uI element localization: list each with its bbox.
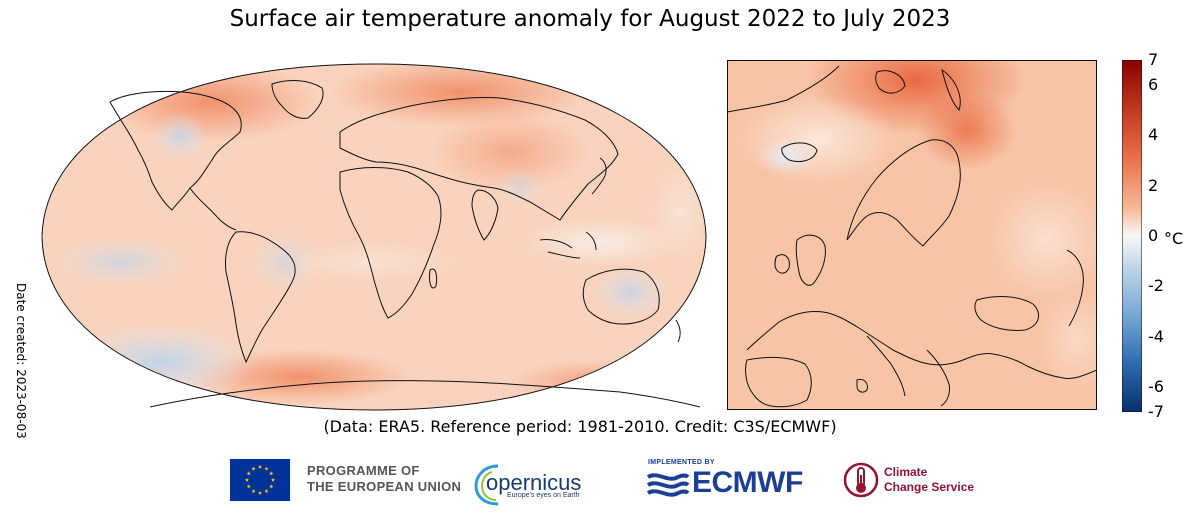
colorbar-tick-label: 2 bbox=[1148, 175, 1159, 195]
c3s-text: Climate Change Service bbox=[884, 465, 974, 495]
colorbar-tick-label: -7 bbox=[1148, 402, 1164, 421]
colorbar-tick-label: -4 bbox=[1148, 326, 1164, 346]
colorbar-tick-label: 6 bbox=[1148, 75, 1159, 95]
copernicus-logo-icon bbox=[474, 464, 499, 506]
eu-star bbox=[264, 466, 269, 471]
europe-anomaly-map bbox=[727, 60, 1097, 410]
colorbar-tick-label: -2 bbox=[1148, 276, 1164, 296]
c3s-line-2: Change Service bbox=[884, 480, 975, 494]
colorbar-tick-label: 7 bbox=[1148, 50, 1159, 69]
eu-line-2: THE EUROPEAN UNION bbox=[307, 479, 462, 494]
colorbar-tick-label: 4 bbox=[1148, 125, 1159, 145]
colorbar bbox=[1122, 60, 1142, 412]
chart-title: Surface air temperature anomaly for Augu… bbox=[229, 6, 951, 32]
world-coastlines bbox=[109, 80, 701, 408]
data-credit-caption: (Data: ERA5. Reference period: 1981-2010… bbox=[323, 417, 837, 436]
world-anomaly-field bbox=[42, 64, 706, 410]
eu-star bbox=[251, 466, 256, 471]
date-created: Date created: 2023-08-03 bbox=[14, 283, 28, 439]
colorbar-tick-label: 0 bbox=[1148, 226, 1159, 245]
europe-map-frame bbox=[727, 60, 1097, 410]
eu-line-1: PROGRAMME OF bbox=[307, 463, 420, 478]
eu-star bbox=[257, 464, 263, 469]
eu-star bbox=[269, 484, 274, 489]
colorbar-unit: °C bbox=[1164, 229, 1184, 248]
partner-logos: PROGRAMME OF THE EUROPEAN UNION opernicu… bbox=[0, 450, 1200, 510]
c3s-line-1: Climate bbox=[884, 465, 928, 479]
eu-star bbox=[257, 490, 263, 495]
ecmwf-implemented-by: IMPLEMENTED BY bbox=[648, 459, 715, 466]
eu-star bbox=[269, 471, 274, 476]
eu-star bbox=[246, 484, 251, 489]
copernicus-tagline: Europe's eyes on Earth bbox=[507, 492, 580, 499]
world-anomaly-map bbox=[41, 63, 707, 411]
ecmwf-wordmark: ECMWF bbox=[692, 466, 803, 499]
ecmwf-logo-icon bbox=[646, 473, 690, 497]
eu-star bbox=[246, 471, 251, 476]
copernicus-wordmark: opernicus bbox=[486, 470, 582, 495]
eu-star bbox=[251, 489, 256, 494]
eu-programme-text: PROGRAMME OF THE EUROPEAN UNION bbox=[307, 463, 461, 495]
colorbar-tick-label: -6 bbox=[1148, 376, 1164, 396]
eu-flag-icon bbox=[230, 459, 290, 501]
c3s-thermometer-icon bbox=[843, 462, 879, 498]
eu-star bbox=[244, 477, 250, 482]
eu-star bbox=[264, 489, 269, 494]
world-map-outline bbox=[41, 63, 707, 411]
europe-coastlines bbox=[727, 65, 1097, 408]
eu-star bbox=[270, 477, 276, 482]
